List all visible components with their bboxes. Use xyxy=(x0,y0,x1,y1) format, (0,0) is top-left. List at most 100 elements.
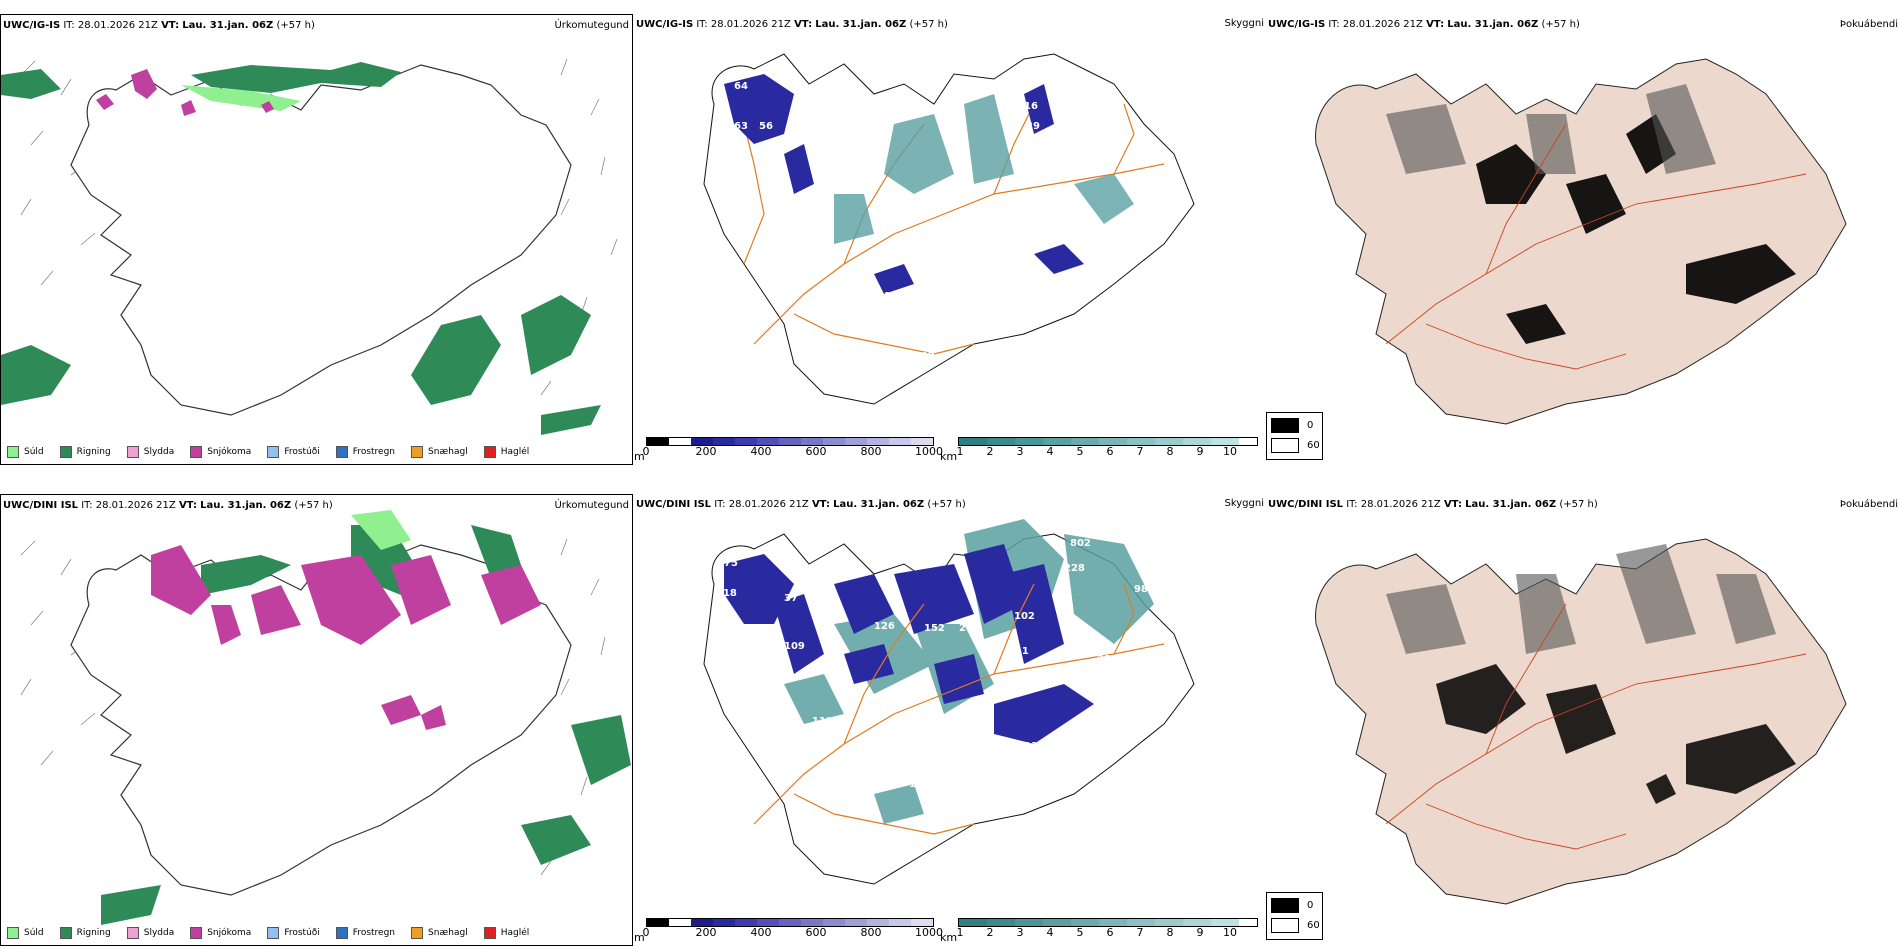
panel-header: UWC/IG-IS IT: 28.01.2026 21Z VT: Lau. 31… xyxy=(1268,19,1580,30)
panel-header: UWC/DINI ISL IT: 28.01.2026 21Z VT: Lau.… xyxy=(636,499,966,510)
colorbar-cells xyxy=(958,437,1258,446)
svg-text:109: 109 xyxy=(784,641,805,652)
svg-text:152: 152 xyxy=(924,623,945,634)
visibility-map: 64 63 56 37 99 107 123 102 30 103 16 39 xyxy=(703,53,1195,405)
panel-title: Úrkomutegund xyxy=(554,20,629,31)
visibility-panel-bottom: UWC/DINI ISL IT: 28.01.2026 21Z VT: Lau.… xyxy=(634,494,1264,946)
panel-header: UWC/DINI ISL IT: 28.01.2026 21Z VT: Lau.… xyxy=(1268,499,1598,510)
svg-text:75: 75 xyxy=(724,558,738,569)
svg-text:170: 170 xyxy=(909,779,930,790)
iceland-outline xyxy=(70,64,572,416)
svg-text:126: 126 xyxy=(874,621,895,632)
svg-text:132: 132 xyxy=(1034,764,1055,775)
colorbar-cells xyxy=(646,437,934,446)
svg-text:802: 802 xyxy=(1070,538,1091,549)
legend-item: Súld xyxy=(7,446,44,458)
fog-legend: 0 60 xyxy=(1266,892,1323,940)
fog-map xyxy=(1315,538,1847,905)
panel-title: Þokuábendi xyxy=(1839,19,1898,30)
svg-text:141: 141 xyxy=(1008,646,1029,657)
legend-item: Frostúði xyxy=(267,927,320,939)
swatch xyxy=(335,446,348,458)
panel-header: UWC/IG-IS IT: 28.01.2026 21Z VT: Lau. 31… xyxy=(3,20,315,31)
roads xyxy=(1385,603,1807,850)
legend-item: Rigning xyxy=(59,446,111,458)
svg-text:103: 103 xyxy=(1064,289,1085,300)
swatch xyxy=(335,927,348,939)
fog-dark-areas xyxy=(1436,664,1796,804)
swatch xyxy=(59,927,72,939)
panel-title: Þokuábendi xyxy=(1839,499,1898,510)
svg-text:99: 99 xyxy=(794,211,808,222)
legend-item: Snæhagl xyxy=(411,927,468,939)
visibility-colorbar: km 1 2 3 4 5 6 7 8 9 10 xyxy=(940,918,1264,944)
svg-text:417: 417 xyxy=(1140,619,1161,630)
panel-header: UWC/DINI ISL IT: 28.01.2026 21Z VT: Lau.… xyxy=(3,500,333,511)
fog-legend: 0 60 xyxy=(1266,412,1323,460)
fog-grey-areas xyxy=(1386,84,1716,174)
swatch xyxy=(7,927,19,939)
swatch xyxy=(59,446,72,458)
snow-labels: 64 63 56 37 99 107 123 102 30 103 16 39 xyxy=(726,81,1085,362)
fog-black-swatch xyxy=(1271,898,1299,913)
legend-item: Súld xyxy=(7,927,44,939)
svg-text:104: 104 xyxy=(1087,751,1108,762)
panel-title: Skyggni xyxy=(1224,498,1264,509)
roads xyxy=(753,583,1165,835)
swatch xyxy=(7,446,19,458)
snow-areas xyxy=(151,545,541,730)
swatch xyxy=(190,446,203,458)
visibility-panel-top: UWC/IG-IS IT: 28.01.2026 21Z VT: Lau. 31… xyxy=(634,14,1264,465)
legend-item: Snjókoma xyxy=(190,446,251,458)
precip-type-panel-bottom: UWC/DINI ISL IT: 28.01.2026 21Z VT: Lau.… xyxy=(0,494,633,946)
legend-item: Frostúði xyxy=(267,446,320,458)
svg-text:63: 63 xyxy=(734,121,748,132)
iceland-outline xyxy=(703,53,1195,405)
precip-map xyxy=(1,58,618,435)
fog-grey-areas xyxy=(1386,544,1776,654)
colorbar-cells xyxy=(958,918,1258,927)
drizzle-area xyxy=(351,510,411,550)
snow-areas xyxy=(96,69,274,116)
legend-item: Snjókoma xyxy=(190,927,251,939)
svg-text:228: 228 xyxy=(1064,563,1085,574)
swatch xyxy=(411,927,424,939)
svg-text:30: 30 xyxy=(1034,284,1048,295)
swatch xyxy=(411,446,424,458)
colorbar-cells xyxy=(646,918,934,927)
svg-text:118: 118 xyxy=(716,588,737,599)
legend-item: Slydda xyxy=(126,927,174,939)
fog-panel-top: UWC/IG-IS IT: 28.01.2026 21Z VT: Lau. 31… xyxy=(1266,14,1900,465)
legend-item: Frostregn xyxy=(335,927,395,939)
swatch xyxy=(126,927,139,939)
panel-header: UWC/IG-IS IT: 28.01.2026 21Z VT: Lau. 31… xyxy=(636,19,948,30)
fog-map xyxy=(1315,58,1847,425)
legend-item: Haglél xyxy=(483,446,529,458)
legend-item: Rigning xyxy=(59,927,111,939)
svg-text:119: 119 xyxy=(812,716,833,727)
svg-text:16: 16 xyxy=(1024,101,1038,112)
svg-text:112: 112 xyxy=(1024,741,1045,752)
roads xyxy=(1385,123,1807,370)
fog-white-swatch xyxy=(1271,918,1299,933)
snow-depth-areas xyxy=(724,74,1084,294)
precip-legend: Súld Rigning Slydda Snjókoma Frostúði Fr… xyxy=(7,446,545,458)
swatch xyxy=(483,446,496,458)
svg-text:280: 280 xyxy=(959,623,980,634)
swatch xyxy=(483,927,496,939)
svg-text:21: 21 xyxy=(1097,654,1111,665)
svg-text:987: 987 xyxy=(1134,584,1155,595)
svg-text:87: 87 xyxy=(1062,779,1076,790)
precip-type-panel-top: UWC/IG-IS IT: 28.01.2026 21Z VT: Lau. 31… xyxy=(0,14,633,465)
visibility-colorbar: km 1 2 3 4 5 6 7 8 9 10 xyxy=(940,437,1264,463)
svg-text:56: 56 xyxy=(759,121,773,132)
svg-text:123: 123 xyxy=(904,289,925,300)
snow-colorbar: m 0 200 400 600 800 1000 xyxy=(634,437,944,463)
snow-colorbar: m 0 200 400 600 800 1000 xyxy=(634,918,944,944)
swatch xyxy=(267,927,280,939)
swatch xyxy=(126,446,139,458)
snow-labels: 802 228 987 417 75 118 37 109 126 152 28… xyxy=(716,538,1161,790)
svg-text:37: 37 xyxy=(726,141,740,152)
svg-text:102: 102 xyxy=(1014,611,1035,622)
swatch xyxy=(190,927,203,939)
